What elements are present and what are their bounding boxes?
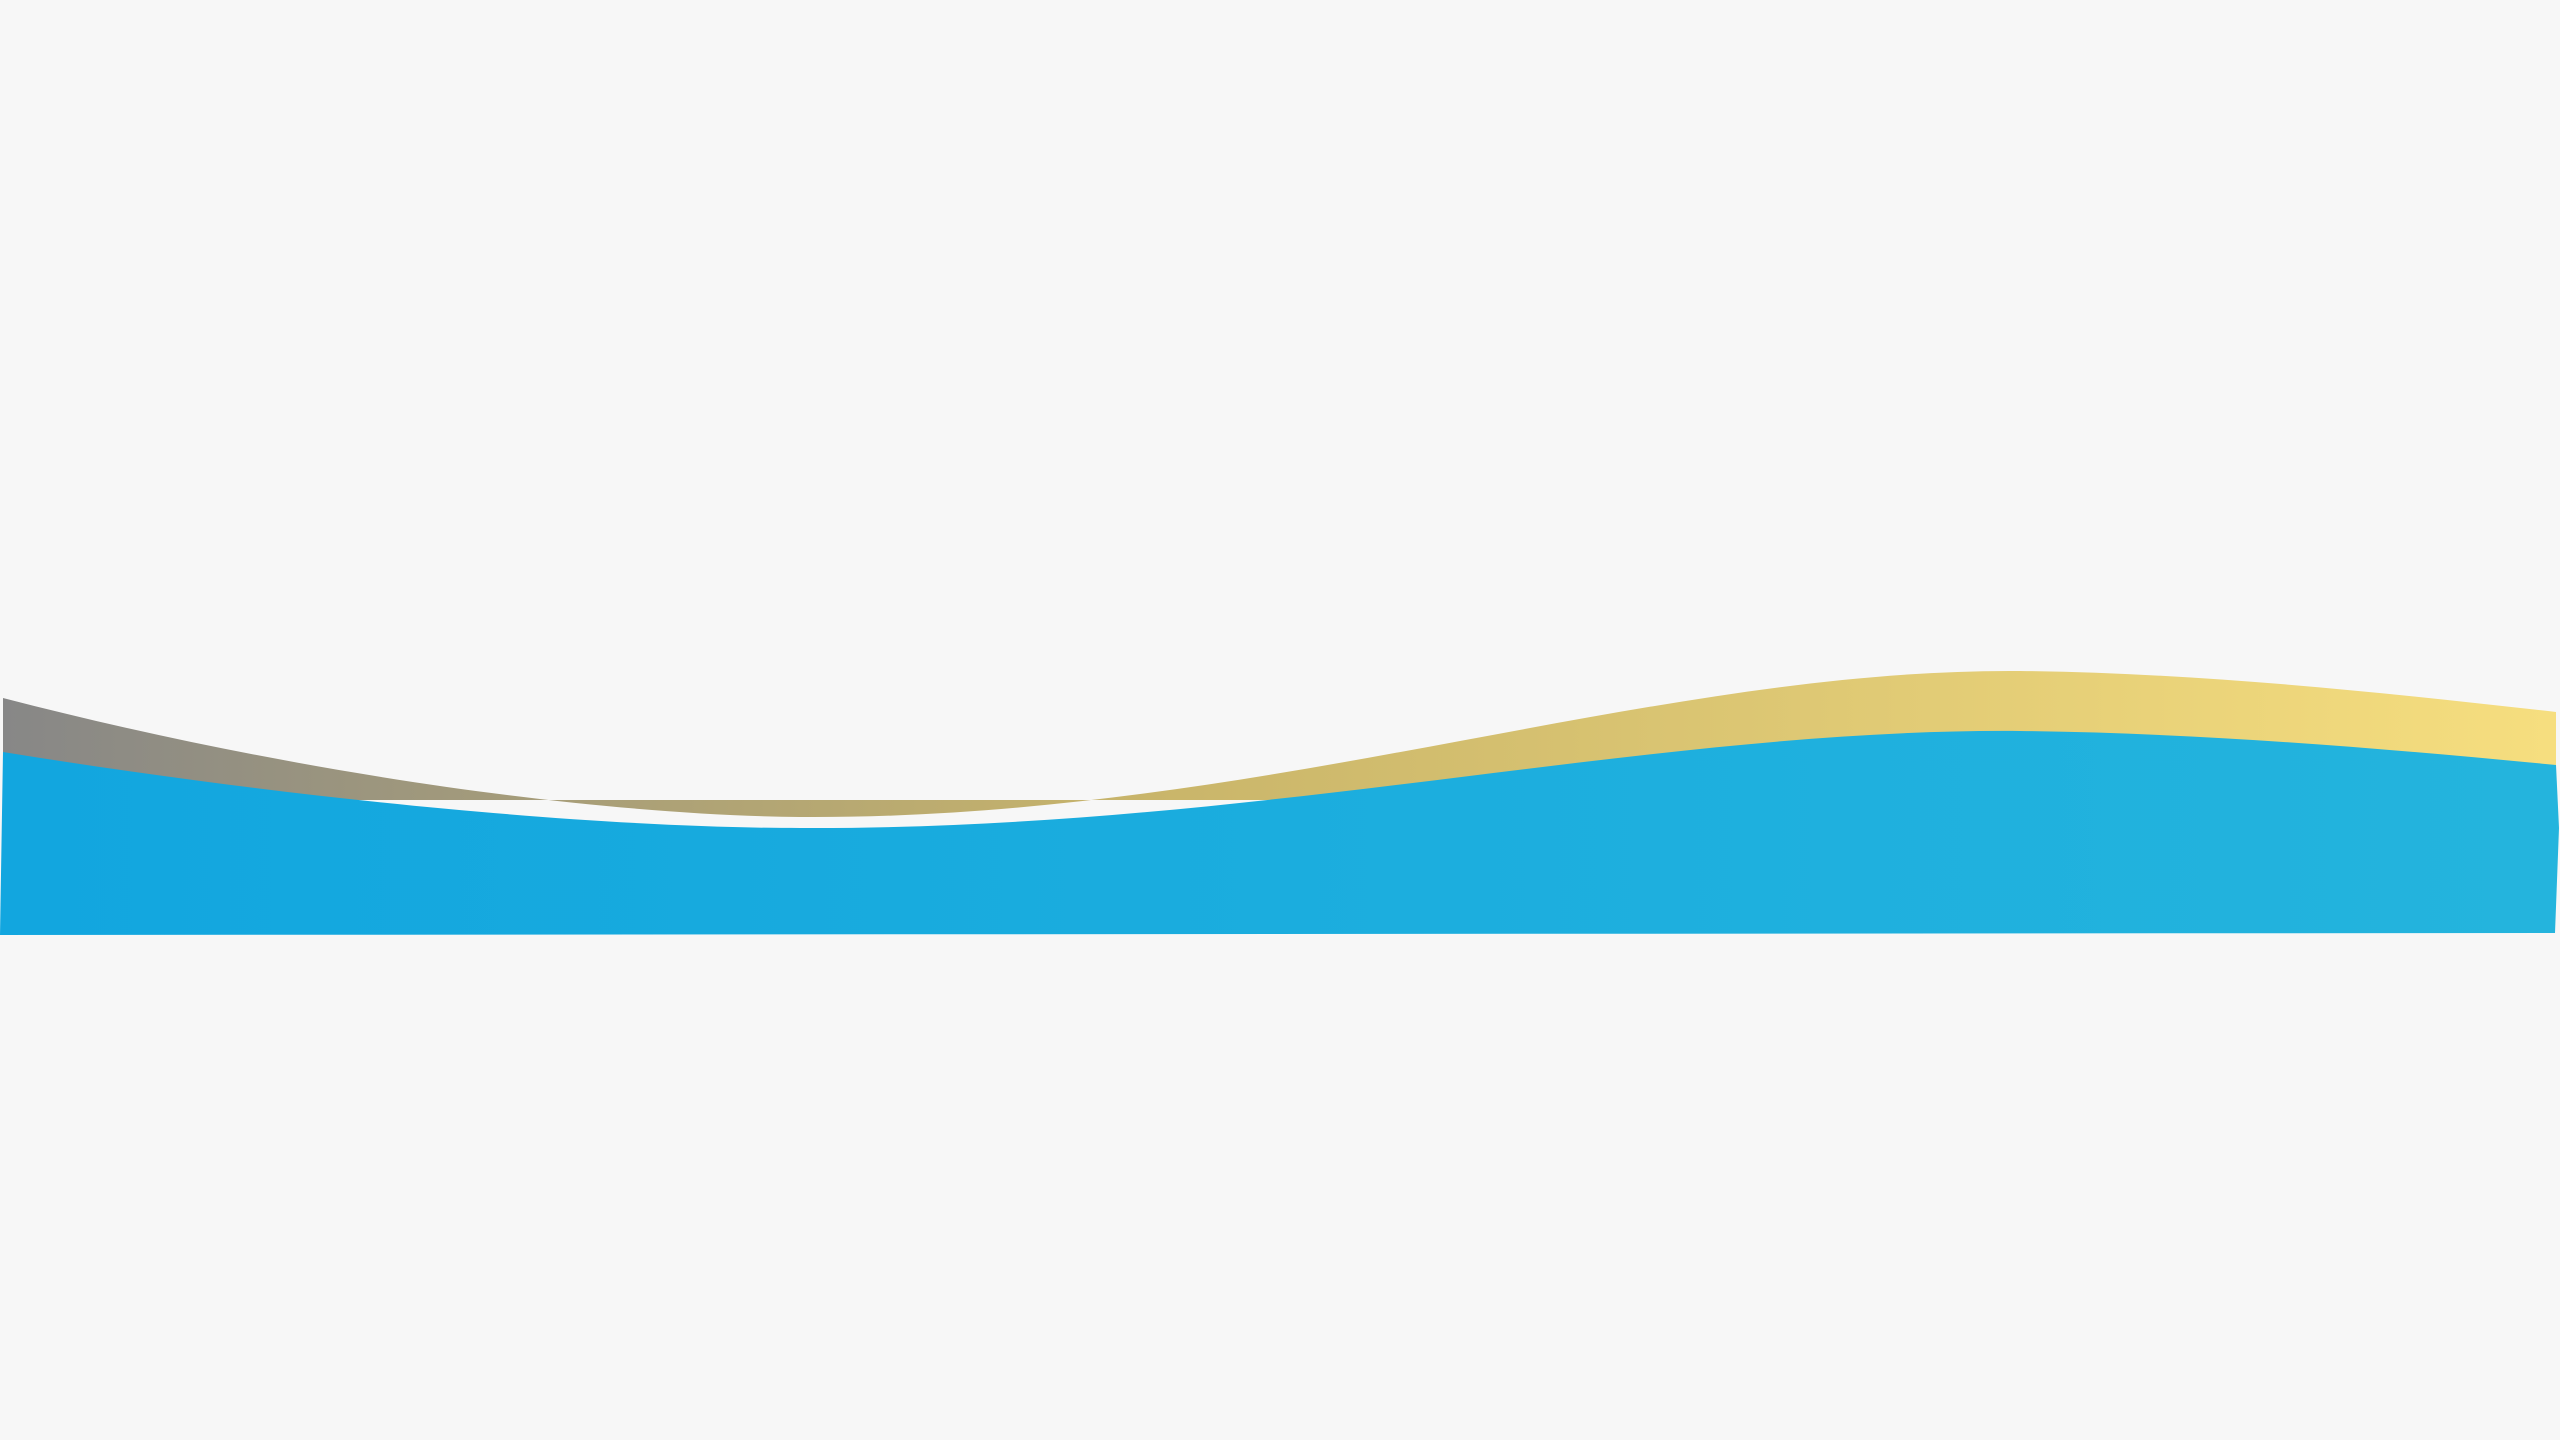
blue-wave — [0, 730, 2559, 935]
